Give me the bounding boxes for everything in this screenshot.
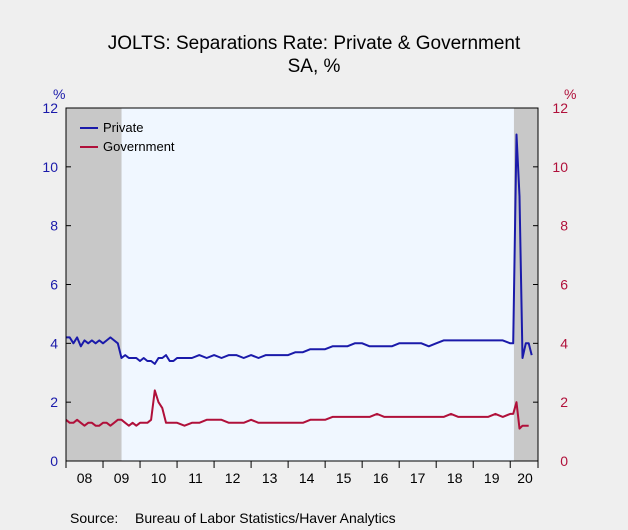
left-axis-tick-label: 8: [50, 218, 58, 234]
x-axis-tick-label: 12: [225, 470, 241, 486]
right-axis-tick-label: 10: [552, 159, 568, 175]
right-axis-tick-label: 2: [560, 394, 568, 410]
left-axis-tick-label: 2: [50, 394, 58, 410]
left-axis-unit: %: [53, 86, 65, 102]
left-axis-tick-label: 0: [50, 453, 58, 469]
left-axis-tick-label: 4: [50, 335, 58, 351]
right-axis-tick-label: 4: [560, 335, 568, 351]
x-axis-tick-label: 18: [447, 470, 463, 486]
x-axis-tick-label: 20: [517, 470, 533, 486]
left-axis-tick-label: 12: [42, 100, 58, 116]
x-axis-tick-label: 17: [410, 470, 426, 486]
x-axis-tick-label: 10: [151, 470, 167, 486]
x-axis-tick-label: 15: [336, 470, 352, 486]
right-axis-tick-label: 0: [560, 453, 568, 469]
x-axis-tick-label: 16: [373, 470, 389, 486]
x-axis-tick-label: 14: [299, 470, 315, 486]
right-axis-unit: %: [564, 86, 576, 102]
right-axis-tick-label: 8: [560, 218, 568, 234]
series-line-private: [66, 133, 533, 365]
x-axis-tick-label: 19: [484, 470, 500, 486]
series-line-government: [65, 389, 529, 430]
x-axis-tick-label: 08: [77, 470, 93, 486]
legend: Private Government: [80, 120, 175, 154]
source-label: Source:: [70, 510, 118, 526]
chart-subtitle: SA, %: [288, 56, 341, 77]
x-axis-tick-label: 13: [262, 470, 278, 486]
right-axis-tick-label: 6: [560, 277, 568, 293]
plot-background: [66, 108, 538, 461]
recession-band: [66, 108, 122, 461]
x-axis-tick-label: 11: [188, 470, 203, 486]
right-axis-tick-label: 12: [552, 100, 568, 116]
axes: 0 2 4 6 8 10 12 0 2 4 6 8 10 12 08 09 10 11 12 13 14 15 16 17 18…: [42, 100, 568, 486]
chart-title: JOLTS: Separations Rate: Private & Gover…: [108, 33, 521, 54]
x-axis-tick-label: 09: [114, 470, 130, 486]
source-text: Bureau of Labor Statistics/Haver Analyti…: [135, 510, 396, 526]
left-axis-tick-label: 10: [42, 159, 58, 175]
series-lines: [65, 133, 533, 430]
legend-label-private: Private: [103, 120, 143, 135]
left-axis-tick-label: 6: [50, 277, 58, 293]
legend-label-government: Government: [103, 139, 175, 154]
